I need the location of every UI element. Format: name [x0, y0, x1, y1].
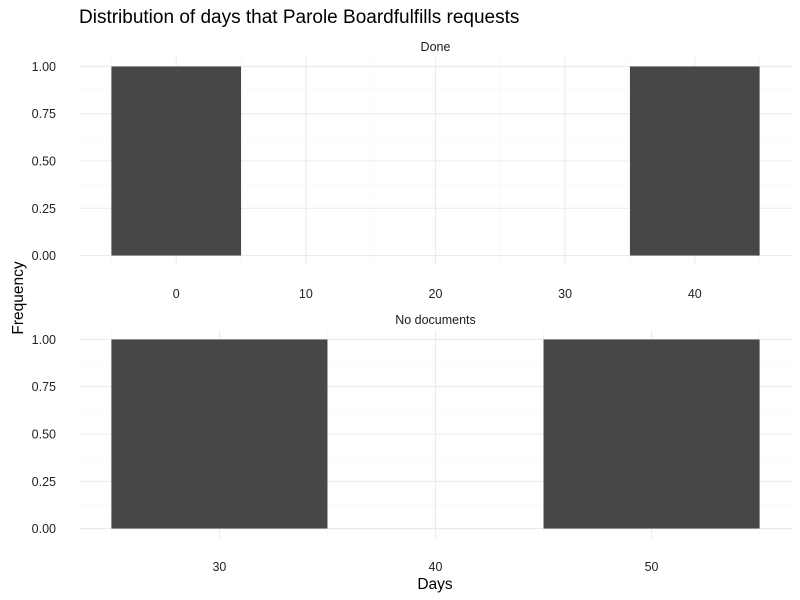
x-tick-label: 40: [688, 287, 702, 301]
y-tick-label: 0.50: [32, 428, 56, 442]
y-tick-label: 1.00: [32, 333, 56, 347]
facet-panel-1: No documents 0.00 0.25 0.50 0.75 1.00 30 40 50: [32, 313, 792, 574]
histogram-bar: [111, 339, 328, 529]
x-axis-title: Days: [417, 576, 453, 593]
y-tick-label: 0.25: [32, 475, 56, 489]
y-tick-label: 0.00: [32, 522, 56, 536]
y-tick-label: 0.50: [32, 155, 56, 169]
y-tick-label: 1.00: [32, 60, 56, 74]
chart-title: Distribution of days that Parole Boardfu…: [79, 7, 519, 28]
y-tick-label: 0.25: [32, 202, 56, 216]
histogram-bar: [543, 339, 760, 529]
histogram-bar: [629, 66, 760, 256]
x-tick-label: 20: [429, 287, 443, 301]
y-tick-label: 0.00: [32, 249, 56, 263]
y-tick-label: 0.75: [32, 380, 56, 394]
y-tick-label: 0.75: [32, 107, 56, 121]
y-axis-title: Frequency: [10, 261, 27, 334]
facet-strip-label: No documents: [395, 313, 476, 327]
x-tick-label: 50: [645, 560, 659, 574]
facet-panel-0: Done 0.00 0.25 0.50 0.75 1.00 0 10 20 30 40: [32, 40, 792, 301]
x-tick-label: 10: [299, 287, 313, 301]
facet-strip-label: Done: [421, 40, 451, 54]
x-tick-label: 40: [429, 560, 443, 574]
x-tick-label: 30: [558, 287, 572, 301]
histogram-bar: [111, 66, 242, 256]
x-tick-label: 0: [173, 287, 180, 301]
x-tick-label: 30: [212, 560, 226, 574]
